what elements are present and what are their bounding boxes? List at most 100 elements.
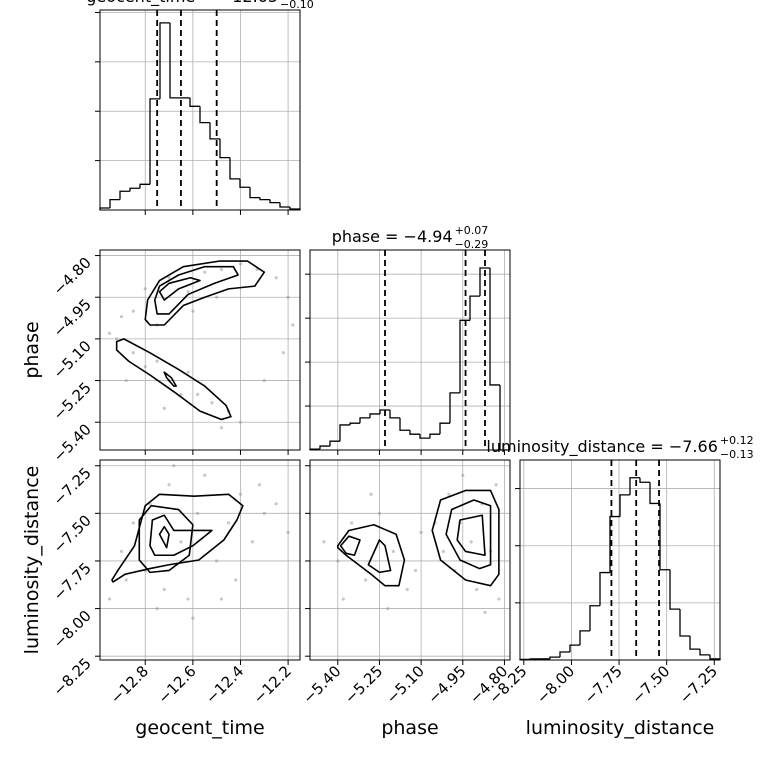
sample-point — [257, 483, 262, 487]
hist-bin — [249, 187, 260, 199]
sample-point — [179, 540, 183, 544]
hist-bin — [219, 138, 230, 159]
sample-point — [419, 530, 423, 534]
contour — [336, 523, 406, 587]
x-tick-label: −5.25 — [341, 662, 386, 707]
sample-point — [234, 578, 238, 582]
hist-bin — [549, 656, 560, 659]
sample-point — [143, 365, 147, 369]
x-tick-label: −12.8 — [107, 662, 152, 707]
sample-point — [262, 378, 266, 383]
sample-point — [461, 473, 465, 477]
hist-bin — [569, 644, 580, 652]
title-upper: +0.12 — [720, 434, 754, 447]
x-axis-label: phase — [381, 717, 438, 739]
y-tick-label: −4.80 — [50, 254, 95, 299]
hist-bin — [189, 97, 200, 107]
contour — [431, 489, 500, 587]
sample-point — [162, 587, 166, 592]
sample-point — [286, 530, 290, 534]
hist-bin — [349, 422, 360, 425]
hist-bin — [159, 22, 170, 99]
sample-point — [341, 597, 345, 601]
sample-point — [215, 295, 219, 299]
sample-point — [155, 359, 159, 363]
sample-point — [274, 276, 278, 280]
hist-bin — [149, 98, 160, 185]
hist-bin — [399, 417, 410, 431]
hist-bin — [559, 651, 570, 658]
panel-title: phase = −4.94 — [332, 227, 453, 246]
axes-frame — [309, 249, 511, 451]
panel-title: luminosity_distance = −7.66 — [486, 437, 717, 457]
hist-bin — [589, 605, 600, 631]
sample-point — [131, 309, 135, 313]
hist-bin — [599, 571, 610, 606]
sample-point — [262, 511, 266, 515]
axes-frame — [99, 9, 301, 211]
sample-point — [107, 597, 112, 601]
sample-point — [441, 549, 445, 554]
sample-point — [124, 378, 128, 383]
hist-bin — [679, 609, 690, 637]
sample-point — [115, 337, 119, 341]
x-tick-label: −7.50 — [628, 662, 673, 707]
sample-point — [186, 597, 190, 601]
hist-bin — [229, 157, 240, 180]
hist-bin — [409, 430, 420, 435]
sample-point — [497, 597, 501, 601]
title-lower: −0.29 — [455, 238, 489, 251]
y-axis-label: phase — [21, 321, 43, 378]
x-tick-label: −8.00 — [533, 662, 578, 707]
hist-bin — [239, 178, 250, 188]
axes-frame — [309, 459, 511, 661]
x-tick-label: −5.40 — [299, 662, 344, 707]
hist-bin — [389, 410, 400, 419]
hist-bin — [609, 515, 620, 573]
contour — [149, 514, 213, 557]
hist-bin — [659, 503, 670, 571]
y-tick-label: −5.25 — [50, 379, 95, 424]
contour — [111, 493, 244, 583]
sample-point — [191, 616, 195, 620]
contour — [138, 504, 194, 574]
hist-bin — [459, 319, 470, 393]
sample-point — [322, 540, 326, 544]
title-upper: +0.07 — [455, 224, 489, 237]
sample-point — [274, 502, 278, 506]
hist-bin — [319, 445, 330, 450]
sample-point — [494, 483, 498, 487]
hist-bin — [119, 190, 130, 200]
sample-point — [210, 401, 214, 405]
sample-point — [131, 521, 135, 525]
hist-bin — [579, 630, 590, 646]
sample-point — [377, 511, 382, 515]
hist-bin — [489, 268, 500, 386]
y-tick-label: −8.00 — [50, 607, 95, 652]
y-axis-label: luminosity_distance — [21, 466, 43, 655]
x-tick-label: −7.25 — [676, 662, 721, 707]
sample-point — [369, 492, 373, 496]
hist-bin — [419, 434, 430, 439]
x-tick-label: −4.95 — [424, 662, 469, 707]
hist-bin — [209, 122, 220, 140]
sample-point — [196, 511, 200, 515]
contour — [153, 265, 239, 315]
sample-point — [250, 540, 254, 544]
hist-bin — [479, 267, 490, 297]
sample-point — [186, 290, 190, 294]
title-lower: −0.10 — [280, 0, 314, 11]
sample-point — [219, 426, 224, 430]
x-tick-label: −7.75 — [581, 662, 626, 707]
sample-point — [469, 540, 473, 544]
sample-point — [405, 587, 409, 592]
sample-point — [391, 549, 395, 554]
y-tick-label: −7.75 — [50, 559, 95, 604]
contour — [115, 338, 232, 421]
sample-point — [172, 464, 176, 468]
x-tick-label: −12.6 — [154, 662, 199, 707]
hist-bin — [339, 424, 350, 442]
x-axis-label: luminosity_distance — [526, 717, 715, 739]
hist-bin — [199, 106, 210, 124]
